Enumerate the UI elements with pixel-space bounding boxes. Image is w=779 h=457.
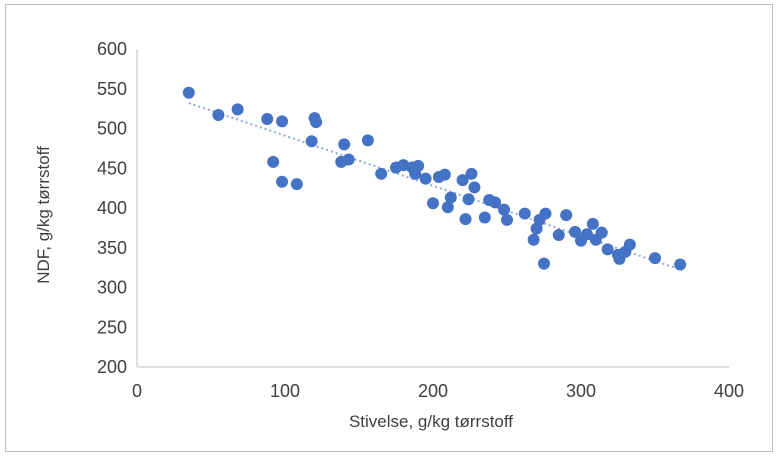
x-tick-label: 300 bbox=[566, 381, 596, 401]
data-point bbox=[459, 213, 472, 226]
data-point bbox=[212, 108, 225, 121]
data-point bbox=[649, 252, 661, 265]
data-point bbox=[489, 196, 502, 209]
y-tick-label: 550 bbox=[97, 79, 127, 99]
data-point bbox=[518, 207, 531, 220]
y-tick-labels: 200 250 300 350 400 450 500 550 600 bbox=[97, 39, 127, 377]
data-point bbox=[276, 115, 289, 128]
trendline bbox=[188, 102, 682, 271]
data-point bbox=[419, 172, 432, 185]
data-point bbox=[338, 138, 351, 151]
data-point bbox=[468, 181, 481, 194]
data-point bbox=[444, 191, 457, 204]
data-point bbox=[438, 168, 451, 181]
data-point bbox=[674, 258, 687, 271]
data-point bbox=[623, 238, 636, 251]
data-point bbox=[501, 213, 513, 226]
data-point bbox=[276, 175, 289, 188]
data-point bbox=[456, 174, 469, 187]
data-point bbox=[465, 167, 478, 180]
x-tick-label: 100 bbox=[270, 381, 300, 401]
data-point bbox=[305, 135, 318, 148]
data-point bbox=[261, 112, 274, 125]
data-point bbox=[586, 217, 599, 230]
y-tick-label: 300 bbox=[97, 278, 127, 298]
data-point bbox=[552, 229, 565, 242]
data-point bbox=[539, 207, 552, 220]
data-point bbox=[290, 178, 303, 191]
data-points bbox=[182, 86, 687, 271]
data-point bbox=[182, 86, 195, 99]
y-tick-label: 400 bbox=[97, 198, 127, 218]
data-point bbox=[498, 203, 511, 216]
chart-frame: 200 250 300 350 400 450 500 550 600 0 100 200 300 40… bbox=[5, 4, 773, 452]
y-tick-label: 450 bbox=[97, 158, 127, 178]
data-point bbox=[527, 233, 540, 246]
data-point bbox=[560, 209, 573, 222]
data-point bbox=[375, 167, 388, 180]
data-point bbox=[580, 228, 593, 241]
x-tick-labels: 0 100 200 300 400 bbox=[132, 381, 744, 401]
data-point bbox=[427, 197, 439, 210]
trendline-layer bbox=[188, 102, 682, 271]
data-point bbox=[310, 116, 323, 129]
data-point bbox=[538, 257, 550, 270]
x-tick-label: 200 bbox=[418, 381, 448, 401]
y-tick-label: 500 bbox=[97, 119, 127, 139]
y-tick-label: 200 bbox=[97, 357, 127, 377]
y-tick-label: 250 bbox=[97, 317, 127, 337]
x-tick-label: 0 bbox=[132, 381, 142, 401]
data-point bbox=[595, 226, 608, 239]
scatter-chart: 200 250 300 350 400 450 500 550 600 0 100 200 300 40… bbox=[34, 39, 744, 431]
y-tick-label: 600 bbox=[97, 39, 127, 59]
data-point bbox=[342, 153, 355, 166]
y-axis-title: NDF, g/kg tørrstoff bbox=[34, 146, 53, 284]
data-point bbox=[267, 155, 280, 168]
data-point bbox=[412, 159, 425, 172]
data-point bbox=[231, 103, 244, 116]
data-point bbox=[361, 134, 374, 147]
data-point bbox=[462, 193, 475, 206]
y-tick-label: 350 bbox=[97, 238, 127, 258]
data-point bbox=[569, 225, 582, 238]
x-axis-title: Stivelse, g/kg tørrstoff bbox=[349, 412, 513, 431]
data-point bbox=[601, 243, 614, 256]
data-point bbox=[478, 211, 491, 224]
x-tick-label: 400 bbox=[714, 381, 744, 401]
data-point bbox=[441, 201, 454, 214]
axes bbox=[136, 49, 729, 368]
